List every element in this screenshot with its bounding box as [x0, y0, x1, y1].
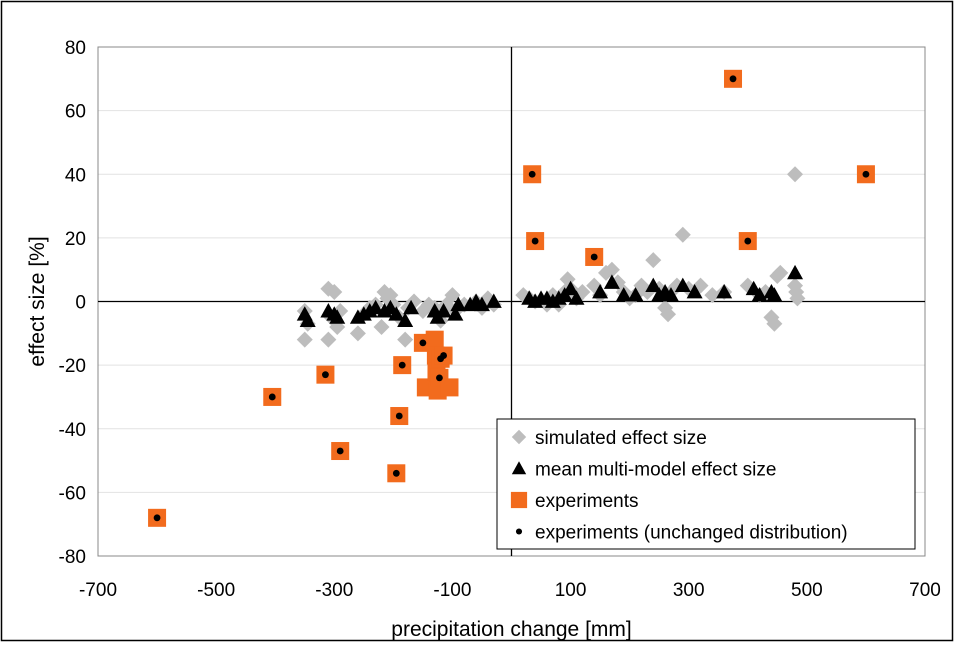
- legend-marker-diamond: [511, 429, 527, 445]
- triangle-point: [329, 309, 346, 324]
- triangle-point: [450, 296, 467, 312]
- x-tick-label: 700: [909, 580, 941, 601]
- triangle-point: [568, 290, 585, 305]
- dot-point: [153, 514, 161, 522]
- y-tick-label: -40: [59, 420, 86, 441]
- dot-point: [440, 352, 447, 359]
- legend-marker-square: [510, 491, 528, 509]
- triangle-point: [403, 299, 420, 315]
- triangle-point: [388, 306, 405, 321]
- dot-point: [436, 374, 443, 382]
- dot-point: [531, 237, 539, 245]
- x-tick-label: -700: [79, 580, 117, 601]
- x-tick-label: 500: [791, 580, 823, 601]
- triangle-point: [562, 280, 579, 296]
- legend-marker-dot: [515, 528, 523, 535]
- diamond-point: [704, 287, 721, 304]
- series-dot: [153, 75, 870, 522]
- diamond-point: [320, 331, 337, 348]
- diamond-point: [296, 331, 313, 348]
- dot-point: [392, 469, 400, 477]
- triangle-point: [435, 303, 452, 318]
- dot-point: [744, 237, 752, 245]
- x-tick-label: -500: [197, 580, 235, 601]
- diamond-point: [444, 287, 461, 304]
- triangle-point: [603, 274, 620, 289]
- dot-point: [528, 170, 536, 178]
- legend-item: experiments: [510, 491, 639, 512]
- triangle-point: [367, 299, 384, 315]
- dot-point: [268, 393, 276, 401]
- y-tick-label: 20: [65, 229, 86, 250]
- series-triangle: [296, 264, 804, 327]
- diamond-point: [603, 261, 620, 278]
- x-tick-label: -100: [433, 580, 471, 601]
- diamond-point: [766, 315, 783, 332]
- triangle-point: [447, 306, 464, 321]
- triangle-point: [473, 296, 490, 312]
- y-axis-label: effect size [%]: [26, 236, 49, 366]
- dot-point: [419, 339, 427, 347]
- diamond-point: [674, 226, 691, 243]
- triangle-point: [662, 287, 679, 302]
- legend-item: simulated effect size: [511, 428, 707, 449]
- legend-marker-triangle: [511, 461, 527, 475]
- triangle-point: [686, 283, 703, 299]
- dot-point: [862, 170, 870, 178]
- legend: simulated effect size mean multi-model ef…: [496, 418, 916, 550]
- triangle-point: [485, 293, 502, 308]
- triangle-point: [751, 287, 768, 302]
- triangle-point: [766, 287, 783, 302]
- y-tick-label: 80: [65, 38, 86, 59]
- diamond-point: [787, 166, 804, 183]
- y-tick-label: -20: [59, 356, 86, 377]
- dot-point: [590, 253, 598, 261]
- legend-box: [496, 418, 916, 550]
- y-tick-label: 0: [75, 293, 86, 314]
- diamond-point: [772, 264, 789, 281]
- triangle-point: [645, 277, 662, 292]
- triangle-point: [299, 312, 316, 327]
- triangle-point: [397, 312, 414, 327]
- triangle-point: [674, 277, 691, 292]
- diamond-point: [645, 252, 662, 269]
- diamond-point: [660, 306, 677, 323]
- y-tick-label: 60: [65, 102, 86, 123]
- square-point: [425, 330, 444, 349]
- diamond-point: [397, 331, 414, 348]
- legend-label: simulated effect size: [535, 428, 707, 449]
- data-marks: [148, 69, 875, 527]
- x-axis-label: precipitation change [mm]: [391, 618, 631, 641]
- legend-item: experiments (unchanged distribution): [515, 523, 848, 544]
- legend-label: experiments: [535, 491, 639, 512]
- x-tick-label: 100: [555, 580, 587, 601]
- dot-point: [398, 361, 406, 369]
- diamond-point: [373, 318, 390, 335]
- tick-labels: -80 -60 -40 -20 0 20 40 60 80 -700 -500 -300 -100 100…: [59, 38, 941, 601]
- y-tick-label: 40: [65, 165, 86, 186]
- y-tick-label: -60: [59, 483, 86, 504]
- legend-items: simulated effect size mean multi-model ef…: [510, 428, 848, 544]
- x-tick-label: -300: [315, 580, 353, 601]
- dot-point: [729, 75, 737, 83]
- triangle-point: [716, 283, 733, 299]
- triangle-point: [592, 283, 609, 299]
- legend-label: experiments (unchanged distribution): [535, 523, 848, 544]
- legend-item: mean multi-model effect size: [511, 460, 776, 481]
- dot-point: [322, 371, 329, 379]
- diamond-point: [326, 283, 343, 300]
- y-tick-label: -80: [59, 547, 86, 568]
- legend-label: mean multi-model effect size: [535, 460, 776, 481]
- square-point: [440, 378, 459, 397]
- diamond-point: [789, 290, 806, 307]
- dot-point: [336, 447, 344, 455]
- x-tick-label: 300: [673, 580, 705, 601]
- diamond-point: [349, 325, 366, 342]
- dot-point: [395, 412, 403, 420]
- triangle-point: [787, 264, 804, 280]
- triangle-point: [615, 287, 632, 302]
- triangle-point: [627, 287, 644, 302]
